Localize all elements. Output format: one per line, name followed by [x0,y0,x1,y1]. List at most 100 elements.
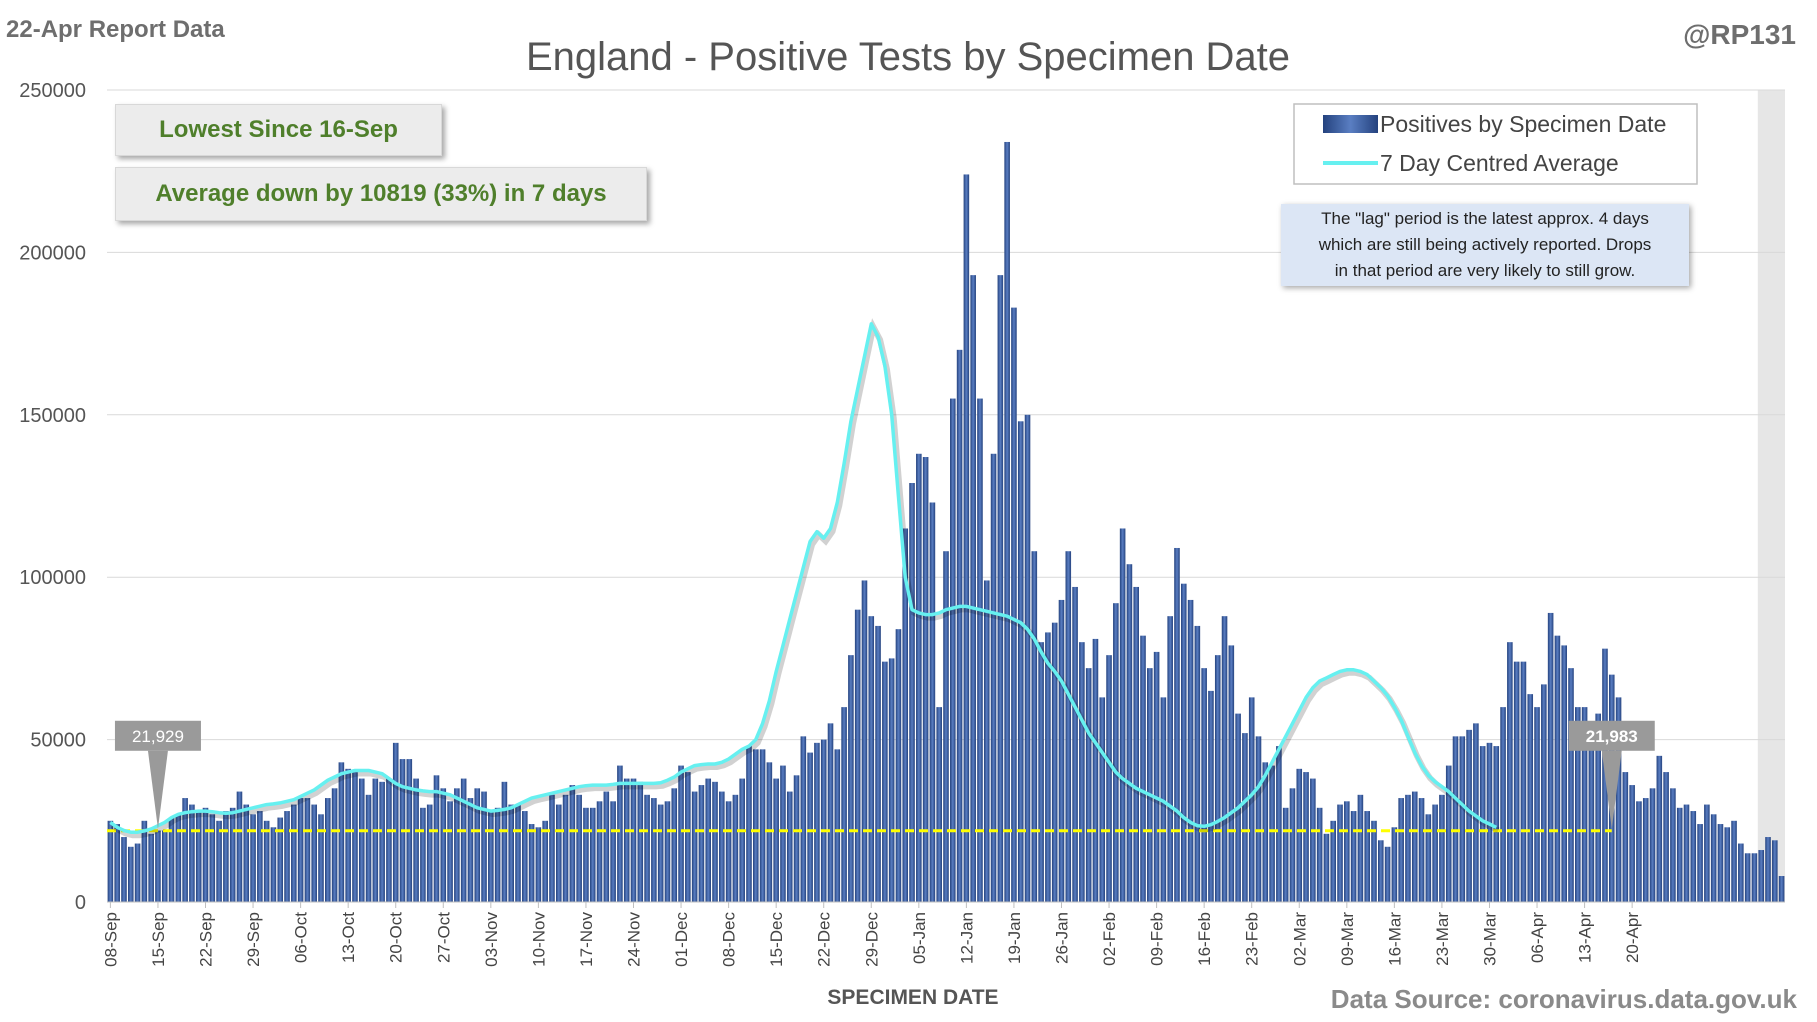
bar [1445,765,1452,902]
lowest-since-box: Lowest Since 16-Sep [115,104,442,156]
bar [508,804,514,902]
bar [983,580,990,902]
x-tick-label-16-Feb: 16-Feb [1195,912,1214,966]
bar [352,772,358,902]
bar [209,814,216,902]
bar [1778,876,1785,902]
bar [1323,833,1330,902]
bar [916,453,922,902]
handle-label: @RP131 [1683,19,1796,50]
bar [1500,707,1506,902]
bar [1378,840,1384,902]
y-tick-label-150000: 150000 [19,405,86,427]
bar [895,629,902,902]
bar [1690,811,1697,902]
bar [1269,765,1275,902]
bar [596,801,603,902]
x-tick-label-23-Mar: 23-Mar [1433,912,1452,966]
bar [1310,778,1316,902]
x-tick-label-10-Nov: 10-Nov [529,912,548,967]
report-label: 22-Apr Report Data [6,16,225,43]
bar [1439,794,1445,902]
bar [1411,791,1418,902]
bar [1541,684,1547,902]
bar [263,820,270,902]
bar [732,794,739,902]
y-tick-label-100000: 100000 [19,567,86,589]
x-tick-label-30-Mar: 30-Mar [1480,912,1499,966]
bar [1581,707,1588,902]
bar [358,778,365,902]
bar [148,833,154,902]
bar [1187,599,1194,902]
bar [522,811,528,902]
lag-note-line-3: in that period are very likely to still … [1335,261,1635,280]
lag-note-line-1: The "lag" period is the latest approx. 4… [1321,209,1649,228]
bar [1350,811,1357,902]
bar [494,807,501,902]
bar [1011,307,1017,903]
bar [1031,551,1038,902]
bar [488,811,494,902]
bar [1296,768,1303,902]
bar [1038,642,1044,902]
x-tick-label-24-Nov: 24-Nov [624,912,643,967]
bar [841,707,847,902]
bar [155,830,161,902]
bar [1615,697,1622,902]
bar [304,798,311,902]
bar [515,804,521,902]
bar [739,778,745,902]
bar [936,707,942,902]
callout-box [1568,720,1655,751]
bar [1738,843,1744,902]
bar [501,781,508,902]
x-tick-label-23-Feb: 23-Feb [1243,912,1262,966]
bar [542,820,548,902]
bar [793,775,800,902]
bar [440,788,447,902]
callout-label: 21,983 [1586,727,1638,746]
bar [1330,820,1337,902]
bar [365,794,372,902]
bar [1180,583,1187,902]
bar [1058,599,1065,902]
bar [583,807,589,902]
bar [1337,804,1343,902]
x-tick-label-13-Apr: 13-Apr [1576,912,1595,963]
callout-pointer [147,750,168,829]
bar [447,801,453,902]
bar [1717,824,1724,902]
bar [338,762,345,902]
bar [325,798,331,902]
bar [800,736,807,902]
bar [1629,785,1635,902]
bar [1452,736,1459,902]
bar [1174,547,1180,902]
bar [637,781,644,902]
x-tick-label-20-Apr: 20-Apr [1623,912,1642,963]
bar [685,772,691,902]
bar [807,752,813,902]
x-tick-label-02-Mar: 02-Mar [1290,912,1309,966]
data-source-label: Data Source: coronavirus.data.gov.uk [1331,984,1798,1014]
bar [318,814,324,902]
bar [814,742,820,902]
bar [1024,414,1031,902]
bar [182,798,188,902]
x-tick-label-27-Oct: 27-Oct [434,912,453,963]
x-tick-label-15-Dec: 15-Dec [767,912,786,967]
bar [786,791,793,902]
bar [1513,661,1520,902]
bar [1119,528,1126,902]
bar [1731,820,1737,902]
bar [820,739,827,902]
y-tick-label-200000: 200000 [19,242,86,264]
bar [243,804,250,902]
bar [1017,421,1024,902]
bar [474,788,481,902]
bar [1303,772,1309,902]
bar [379,781,385,902]
bar [1242,733,1248,902]
bar [644,794,650,902]
